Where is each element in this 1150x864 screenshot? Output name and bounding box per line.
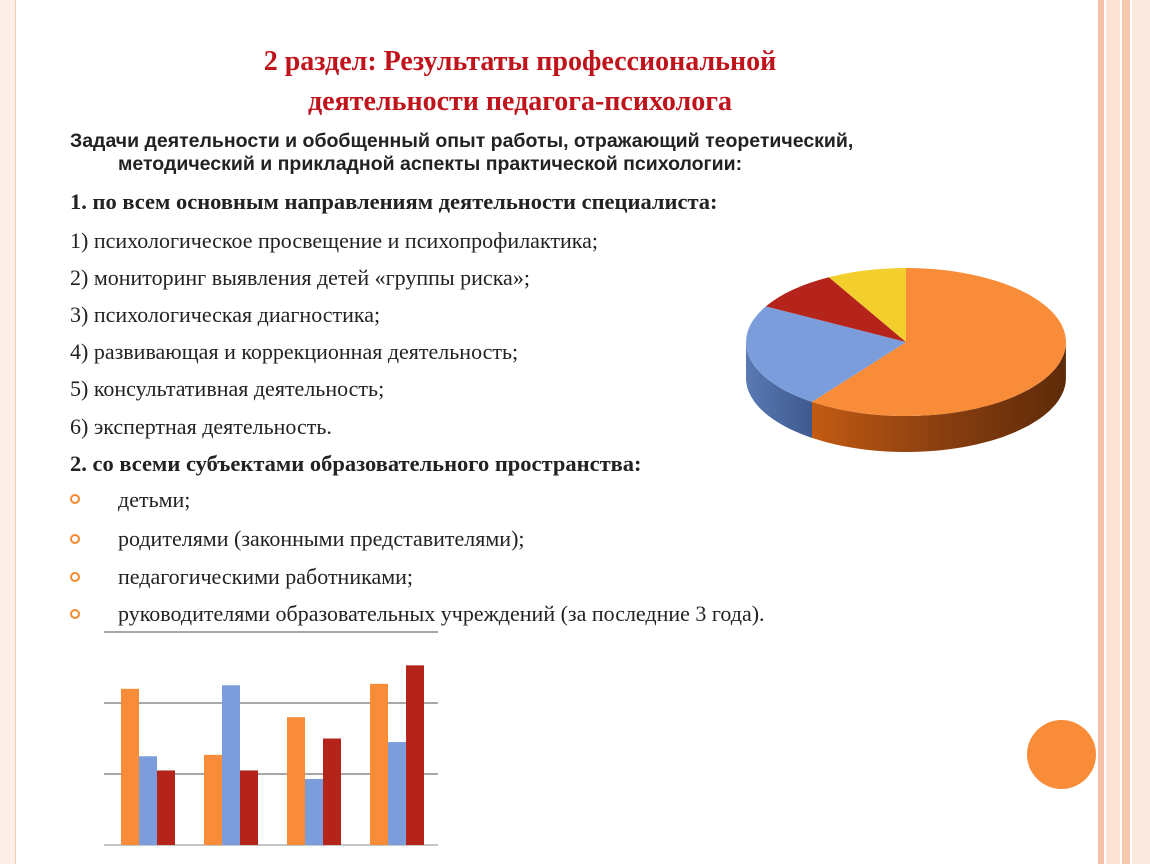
section1-item: 5) консультативная деятельность; — [70, 376, 385, 401]
bar — [305, 778, 323, 845]
section2-bullet: детьми; — [118, 487, 191, 512]
pie-slice-side — [746, 342, 812, 438]
pie-slice — [812, 268, 1066, 416]
right-stripe — [1106, 0, 1120, 864]
subtitle-line1: Задачи деятельности и обобщенный опыт ра… — [70, 130, 854, 152]
bullet-icon — [70, 609, 80, 619]
section1-item: 3) психологическая диагностика; — [70, 302, 381, 327]
bar — [157, 770, 175, 845]
pie-slice-side — [812, 344, 1066, 452]
bar — [370, 683, 388, 845]
right-stripe — [1132, 0, 1150, 864]
section1-item: 2) мониторинг выявления детей «группы ри… — [70, 265, 530, 290]
bar — [287, 717, 305, 845]
bar — [222, 685, 240, 845]
left-border-line — [15, 0, 22, 864]
decorative-circle — [1027, 720, 1096, 789]
subtitle-line2: методический и прикладной аспекты практи… — [118, 153, 743, 175]
bar — [323, 738, 341, 845]
section2-heading: 2. со всеми субъектами образовательного … — [70, 451, 642, 476]
bar — [204, 754, 222, 845]
section1-item: 4) развивающая и коррекционная деятельно… — [70, 339, 519, 364]
pie-slice — [765, 277, 906, 342]
bar-chart — [104, 631, 438, 846]
bullet-icon — [70, 572, 80, 582]
section2-bullet: педагогическими работниками; — [118, 564, 414, 589]
slide-title-line2: деятельности педагога-психолога — [308, 86, 732, 117]
section2-bullet: руководителями образовательных учреждени… — [118, 601, 765, 626]
bar — [240, 770, 258, 845]
section1-item: 1) психологическое просвещение и психопр… — [70, 228, 598, 253]
bar — [406, 665, 424, 845]
left-border-decor — [0, 0, 22, 864]
section1-heading: 1. по всем основным направлениям деятель… — [70, 189, 718, 214]
section1-item: 6) экспертная деятельность. — [70, 414, 332, 439]
slide-title-line1: 2 раздел: Результаты профессиональной — [263, 46, 777, 77]
bar — [139, 756, 157, 845]
bar — [388, 742, 406, 845]
pie-slice — [746, 306, 906, 402]
right-stripe — [1098, 0, 1104, 864]
slide-title: 2 раздел: Результаты профессиональной де… — [80, 42, 960, 122]
right-border-decor — [1098, 0, 1150, 864]
section2-bullet: родителями (законными представителями); — [118, 526, 525, 551]
right-stripe — [1122, 0, 1130, 864]
bar — [121, 688, 139, 845]
pie-chart — [746, 268, 1066, 452]
bullet-icon — [70, 494, 80, 504]
slide-subtitle: Задачи деятельности и обобщенный опыт ра… — [70, 130, 1030, 176]
bullet-icon — [70, 534, 80, 544]
pie-slice — [828, 268, 906, 342]
